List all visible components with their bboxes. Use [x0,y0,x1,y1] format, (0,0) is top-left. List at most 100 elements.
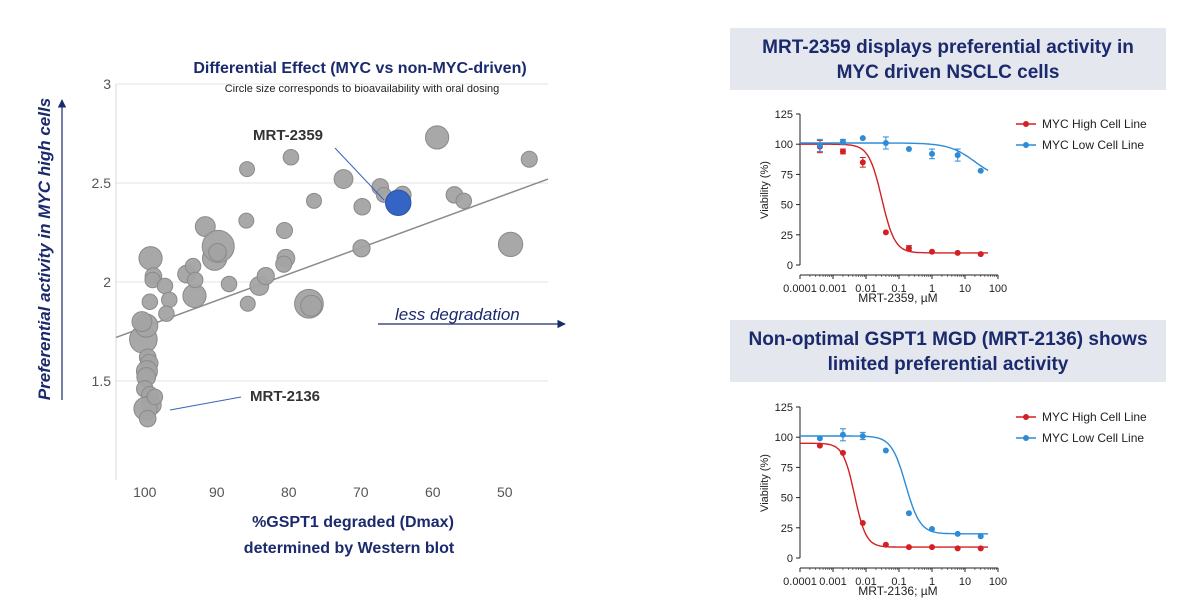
dr-fit-curve [800,435,989,535]
dr-y-tick-label: 100 [775,139,793,151]
legend-marker [1023,435,1029,441]
dr-x-tick-label: 0.1 [891,283,906,295]
dr1-legend: MYC High Cell Line MYC Low Cell Line [1016,117,1147,152]
x-arrow-label: less degradation [395,305,520,324]
scatter-point [186,271,204,289]
dr-data-point [859,135,866,142]
dr-data-point [905,245,912,252]
scatter-point [497,231,524,258]
scatter-x-tick-label: 100 [133,484,157,500]
dr-data-point [859,519,866,526]
y-axis-label: Preferential activity in MYC high cells [35,98,54,400]
scatter-point [352,239,371,258]
scatter-y-tick-label: 2.5 [92,175,112,191]
dr-x-tick-label: 0.0001 [783,283,817,295]
dr-data-point [929,248,935,255]
dr-data-point [954,152,961,159]
scatter-point [158,305,175,322]
legend-marker [1023,121,1029,127]
scatter-x-tick-label: 70 [353,484,369,500]
panel-title-line: MYC driven NSCLC cells [836,62,1060,83]
legend-label: MYC High Cell Line [1042,410,1147,424]
scatter-point [138,246,163,271]
dr-data-point [977,251,984,258]
panel-title-mrt2359: MRT-2359 displays preferential activity … [730,28,1166,90]
scatter-y-tick-label: 1.5 [92,373,112,389]
dose-response-chart-mrt2359: 0 25 50 75 100 125 0.0001 0.001 0.01 0.1 1 10 100 M… [759,109,1147,305]
dr-data-point [839,138,846,145]
dr-data-point [882,139,889,146]
scatter-point [131,311,153,333]
dr-data-point [954,249,961,256]
annotation-label-mrt2136: MRT-2136 [250,388,320,405]
scatter-y-tick-label: 3 [103,76,111,92]
legend-marker [1023,142,1029,148]
scatter-point [220,275,238,293]
scatter-x-tick-label: 50 [497,484,513,500]
dr-data-point [882,447,889,454]
dr-y-tick-label: 75 [781,169,793,181]
dr-data-point [839,148,846,155]
dr2-x-ticks: 0.0001 0.001 0.01 0.1 1 10 100 [783,568,1007,588]
legend-marker [1023,414,1029,420]
dr1-series [800,135,989,258]
dr1-y-label: Viability (%) [759,161,771,219]
dr-x-tick-label: 1 [929,283,935,295]
dr-data-point [929,526,935,533]
dr-data-point [929,544,935,551]
dr-y-tick-label: 75 [781,462,793,474]
scatter-point [275,221,294,240]
scatter-point [138,409,157,428]
dr-x-tick-label: 0.001 [819,576,847,588]
x-axis-label-line1: %GSPT1 degraded (Dmax) [252,514,454,531]
dr-x-tick-label: 0.1 [891,576,906,588]
scatter-points [129,125,538,428]
dr-data-point [905,510,912,517]
dr-fit-curve [800,143,989,254]
panel-title-mrt2136: Non-optimal GSPT1 MGD (MRT-2136) shows l… [730,320,1166,382]
dr-x-tick-label: 100 [989,576,1007,588]
dr-x-tick-label: 0.01 [855,283,876,295]
scatter-y-tick-label: 2 [103,274,111,290]
scatter-point [282,149,300,166]
dr-data-point [839,449,846,456]
panel-title-line: Non-optimal GSPT1 MGD (MRT-2136) shows [748,329,1148,350]
dr-y-tick-label: 25 [781,230,793,242]
scatter-point [238,212,255,229]
dr-data-point [882,541,889,548]
dr1-x-label: MRT-2359, µM [858,291,937,305]
dr-x-tick-label: 10 [959,283,971,295]
scatter-y-ticks: 1.5 2 2.5 3 [92,76,112,389]
dr-data-point [839,431,846,438]
dose-response-chart-mrt2136: 0 25 50 75 100 125 0.0001 0.001 0.01 0.1 1 10 100 M… [759,402,1147,598]
dr-data-point [977,545,984,552]
legend-label: MYC Low Cell Line [1042,431,1144,445]
dr1-y-ticks: 0 25 50 75 100 125 [775,109,800,272]
scatter-subtitle: Circle size corresponds to bioavailabili… [225,83,500,95]
scatter-point [353,197,372,216]
dr-x-tick-label: 100 [989,283,1007,295]
dr-x-tick-label: 0.001 [819,283,847,295]
dr-data-point [905,544,912,551]
dr-data-point [954,545,961,552]
x-axis-label-line2: determined by Western blot [244,540,455,557]
dr-data-point [905,146,912,153]
dr-data-point [977,533,984,540]
scatter-trendline [115,178,549,339]
scatter-point [141,293,159,311]
panel-title-line: MRT-2359 displays preferential activity … [762,37,1134,58]
scatter-point [161,291,178,309]
dr-y-tick-label: 25 [781,523,793,535]
dr-fit-curve [799,442,989,548]
scatter-point [239,161,256,178]
scatter-point [184,257,202,275]
dr2-y-ticks: 0 25 50 75 100 125 [775,402,800,565]
scatter-gridlines [116,83,548,382]
dr-data-point [816,142,823,149]
dr2-legend: MYC High Cell Line MYC Low Cell Line [1016,410,1147,445]
scatter-point [275,255,293,273]
scatter-point [156,277,174,295]
scatter-point [239,295,256,312]
dr2-x-label: MRT-2136; µM [858,584,937,598]
